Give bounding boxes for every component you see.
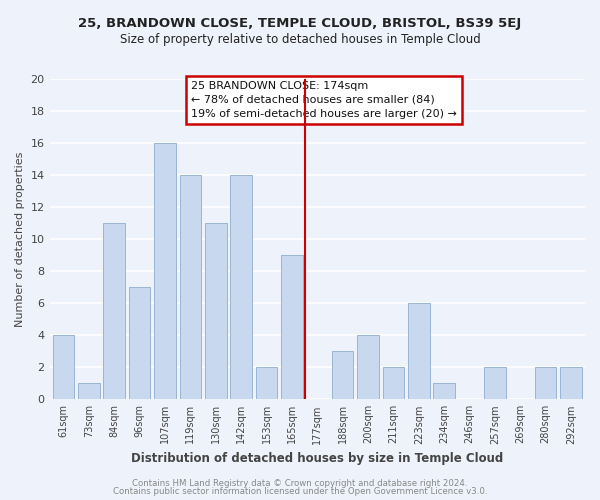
Bar bbox=[53, 335, 74, 400]
Bar bbox=[535, 368, 556, 400]
Text: Contains HM Land Registry data © Crown copyright and database right 2024.: Contains HM Land Registry data © Crown c… bbox=[132, 478, 468, 488]
Y-axis label: Number of detached properties: Number of detached properties bbox=[15, 152, 25, 327]
Bar bbox=[408, 303, 430, 400]
Text: 25, BRANDOWN CLOSE, TEMPLE CLOUD, BRISTOL, BS39 5EJ: 25, BRANDOWN CLOSE, TEMPLE CLOUD, BRISTO… bbox=[79, 18, 521, 30]
Bar bbox=[332, 352, 353, 400]
Bar bbox=[205, 223, 227, 400]
Text: 25 BRANDOWN CLOSE: 174sqm
← 78% of detached houses are smaller (84)
19% of semi-: 25 BRANDOWN CLOSE: 174sqm ← 78% of detac… bbox=[191, 80, 457, 118]
Bar bbox=[281, 255, 302, 400]
Bar bbox=[154, 143, 176, 400]
Bar bbox=[256, 368, 277, 400]
Bar bbox=[560, 368, 582, 400]
Text: Size of property relative to detached houses in Temple Cloud: Size of property relative to detached ho… bbox=[119, 32, 481, 46]
Bar bbox=[78, 384, 100, 400]
Bar bbox=[484, 368, 506, 400]
Bar bbox=[230, 175, 252, 400]
Bar bbox=[129, 287, 151, 400]
Bar bbox=[357, 335, 379, 400]
Bar bbox=[103, 223, 125, 400]
Bar bbox=[383, 368, 404, 400]
Text: Contains public sector information licensed under the Open Government Licence v3: Contains public sector information licen… bbox=[113, 488, 487, 496]
Bar bbox=[179, 175, 201, 400]
X-axis label: Distribution of detached houses by size in Temple Cloud: Distribution of detached houses by size … bbox=[131, 452, 503, 465]
Bar bbox=[433, 384, 455, 400]
